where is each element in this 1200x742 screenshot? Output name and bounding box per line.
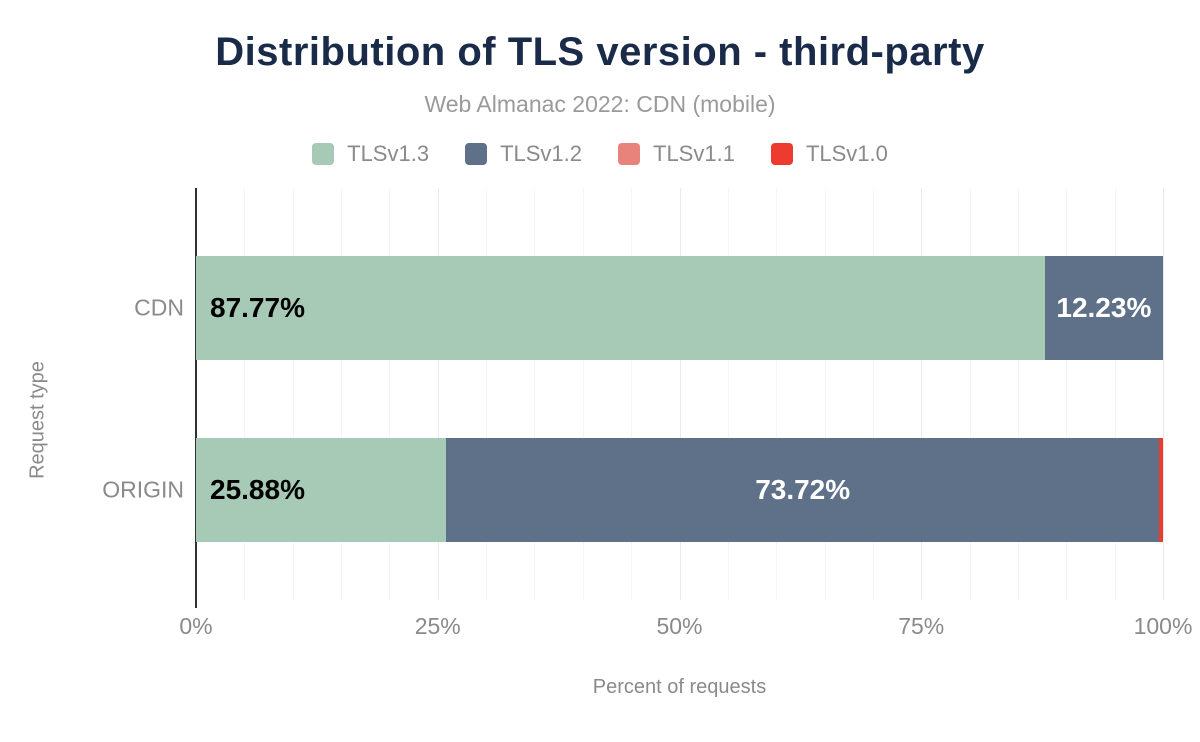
legend-label: TLSv1.1 [653,141,735,166]
gridline [1163,188,1164,600]
gridline [341,188,343,600]
x-tick-label: 75% [898,613,945,639]
bar-segment-tlsv1.2-cdn: 12.23% [1044,256,1163,360]
legend-item-tlsv1.2: TLSv1.2 [465,141,582,167]
gridline [292,188,294,600]
x-tick-label: 100% [1133,613,1193,639]
category-label-cdn: CDN [134,294,184,321]
bar-value-label: 87.77% [210,292,305,323]
gridline [389,188,391,600]
bar-segment-tlsv1.3-origin: 25.88% [196,438,447,542]
legend-swatch-icon [312,143,335,165]
y-axis-title: Request type [26,361,49,479]
gridline [727,188,729,600]
gridline [679,188,681,600]
bar-row-origin: 25.88% 73.72% [196,438,1163,542]
gridline [437,188,439,600]
legend-swatch-icon [618,143,640,165]
gridline [486,188,488,600]
gridline [582,188,584,600]
legend-label: TLSv1.2 [500,141,582,166]
bar-value-label: 73.72% [755,474,851,505]
gridline [969,188,971,600]
legend-swatch-icon [465,143,488,165]
y-axis-line [195,188,197,608]
legend-label: TLSv1.3 [347,141,430,166]
legend-item-tlsv1.1: TLSv1.1 [618,141,735,167]
chart-title: Distribution of TLS version - third-part… [215,30,985,74]
gridline [824,188,826,600]
gridline [872,188,874,600]
gridline [1066,188,1068,600]
x-tick-label: 25% [414,613,461,639]
chart-subtitle: Web Almanac 2022: CDN (mobile) [424,91,776,117]
x-tick-label: 0% [179,613,213,639]
legend-label: TLSv1.0 [805,141,888,166]
bar-value-label: 25.88% [210,474,305,505]
plot-area: 87.77% 12.23% 25.88% 73.72% [196,188,1164,600]
x-axis-title: Percent of requests [592,676,767,698]
gridline [1017,188,1019,600]
chart-legend: TLSv1.3 TLSv1.2 TLSv1.1 TLSv1.0 [0,141,1200,167]
gridline [776,188,778,600]
bar-segment-tlsv1.3-cdn: 87.77% [196,256,1045,360]
gridline [631,188,633,600]
gridline [921,188,923,600]
gridline [534,188,536,600]
x-tick-label: 50% [656,613,703,639]
category-label-origin: ORIGIN [102,476,184,503]
bar-segment-tlsv1.2-origin: 73.72% [446,438,1160,542]
legend-item-tlsv1.0: TLSv1.0 [770,141,888,167]
legend-item-tlsv1.3: TLSv1.3 [312,141,429,167]
gridline [1114,188,1116,600]
bar-segment-tlsv1.0-origin [1159,438,1163,542]
bar-row-cdn: 87.77% 12.23% [196,256,1163,360]
legend-swatch-icon [770,143,793,165]
gridline [244,188,246,600]
bar-value-label: 12.23% [1056,292,1152,323]
